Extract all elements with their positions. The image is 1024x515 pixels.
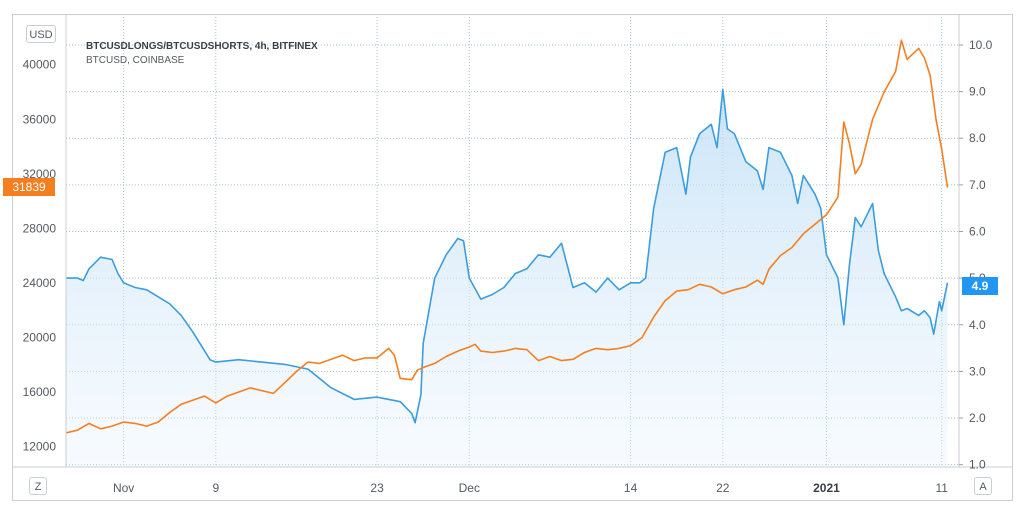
left-tick-label: 40000 [23,58,57,72]
left-tick-label: 32000 [23,167,57,181]
legend-btcusd[interactable]: BTCUSD, COINBASE [86,55,185,66]
x-tick-label: Nov [113,481,134,495]
zoom-button[interactable]: Z [29,477,47,495]
x-tick-label: 11 [935,481,948,495]
ratio-area-fill [66,89,948,468]
left-axis-ticks: 12000 16000 20000 24000 28000 32000 36000 40000 [23,58,57,454]
x-tick-label: 22 [716,481,730,495]
right-tick-label: 8.0 [969,131,986,145]
right-axis-ticks: 1.02.03.04.05.06.07.08.09.010.0 [959,38,993,472]
right-tick-label: 3.0 [969,364,986,378]
x-tick-label: 14 [624,481,638,495]
right-tick-label: 2.0 [969,411,986,425]
last-ratio-tag: 4.9 [962,277,998,295]
last-price-tag: 31839 [3,178,55,196]
left-tick-label: 28000 [23,221,57,235]
x-tick-label: 9 [212,481,219,495]
left-tick-label: 36000 [23,112,57,126]
right-tick-label: 9.0 [969,85,986,99]
auto-scale-button[interactable]: A [974,477,992,495]
left-tick-label: 20000 [23,330,57,344]
x-axis-ticks: Nov 9 23 Dec 14 22 2021 11 [113,481,948,495]
left-tick-label: 24000 [23,276,57,290]
ratio-area [66,89,948,468]
x-tick-label: 23 [370,481,384,495]
left-tick-label: 12000 [23,440,57,454]
right-tick-label: 4.0 [969,318,986,332]
x-tick-label: Dec [459,481,480,495]
right-tick-label: 1.0 [969,458,986,472]
currency-button[interactable]: USD [26,25,56,43]
btcusd-line [65,39,949,434]
chart-canvas[interactable]: 12000 16000 20000 24000 28000 32000 36000 40000… [13,15,1012,500]
legend-ratio[interactable]: BTCUSDLONGS/BTCUSDSHORTS, 4h, BITFINEX [86,41,318,52]
right-tick-label: 6.0 [969,225,986,239]
x-tick-label: 2021 [813,481,840,495]
left-tick-label: 16000 [23,385,57,399]
chart-frame: 12000 16000 20000 24000 28000 32000 36000 40000… [12,14,1013,501]
right-tick-label: 7.0 [969,178,986,192]
right-tick-label: 10.0 [969,38,993,52]
series-lines [65,39,949,434]
ratio-line [66,88,949,424]
axis-lines [13,15,1012,468]
